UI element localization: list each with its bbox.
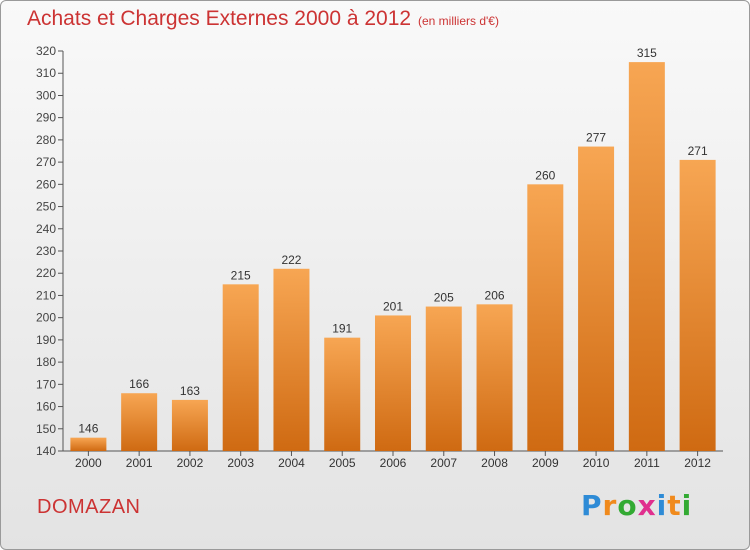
x-tick-label-2003: 2003 <box>227 456 254 470</box>
data-label-2003: 215 <box>231 268 251 282</box>
logo-letter: x <box>637 489 657 522</box>
chart-title: Achats et Charges Externes 2000 à 2012 <box>27 7 412 30</box>
bar-2001 <box>121 393 158 451</box>
logo-letter: P <box>581 489 603 522</box>
logo-letter: i <box>656 489 668 522</box>
y-tick-label: 290 <box>36 111 56 125</box>
bar-2007 <box>425 306 462 451</box>
data-label-2008: 206 <box>485 288 505 302</box>
y-tick-label: 260 <box>36 177 56 191</box>
bar-2010 <box>578 146 615 452</box>
bar-2004 <box>273 268 310 451</box>
data-label-2001: 166 <box>129 377 149 391</box>
y-tick-label: 270 <box>36 155 56 169</box>
y-tick-label: 320 <box>36 44 56 58</box>
data-label-2005: 191 <box>332 322 352 336</box>
y-tick-label: 180 <box>36 355 56 369</box>
x-tick-label-2008: 2008 <box>481 456 508 470</box>
x-axis: 2000 2001 2002 2003 2004 2005 2006 2007 2008 2009… <box>63 450 723 470</box>
logo-letter: o <box>617 489 638 522</box>
commune-name: DOMAZAN <box>37 496 141 518</box>
y-axis: 140 150 160 170 180 190 200 210 220 230 240 250 260 2… <box>36 44 64 458</box>
y-tick-label: 150 <box>36 422 56 436</box>
y-tick-label: 170 <box>36 377 56 391</box>
x-tick-label-2001: 2001 <box>126 456 153 470</box>
bar-2003 <box>222 284 259 451</box>
x-tick-label-2009: 2009 <box>532 456 559 470</box>
x-tick-label-2002: 2002 <box>177 456 204 470</box>
y-tick-label: 160 <box>36 400 56 414</box>
bar-2000 <box>70 437 107 451</box>
x-tick-label-2011: 2011 <box>634 456 660 470</box>
x-tick-label-2004: 2004 <box>278 456 305 470</box>
x-tick-label-2007: 2007 <box>430 456 457 470</box>
bar-chart: 140 150 160 170 180 190 200 210 220 230 240 250 260 2… <box>36 44 723 470</box>
x-tick-label-2005: 2005 <box>329 456 356 470</box>
bar-2005 <box>324 337 361 451</box>
y-tick-label: 140 <box>36 444 56 458</box>
y-tick-label: 300 <box>36 88 56 102</box>
bar-2009 <box>527 184 564 452</box>
logo-letter: r <box>602 489 618 522</box>
y-tick-label: 240 <box>36 222 56 236</box>
data-label-2011: 315 <box>637 46 657 60</box>
bar-2011 <box>628 62 665 451</box>
bar-2002 <box>171 399 208 451</box>
y-tick-label: 220 <box>36 266 56 280</box>
proxiti-logo[interactable]: Proxiti <box>581 489 692 522</box>
data-label-2000: 146 <box>78 422 98 436</box>
data-label-2006: 201 <box>383 299 403 313</box>
data-label-2004: 222 <box>281 253 301 267</box>
data-label-2007: 205 <box>434 291 454 305</box>
y-tick-label: 250 <box>36 200 56 214</box>
y-tick-label: 280 <box>36 133 56 147</box>
data-label-2010: 277 <box>586 131 606 145</box>
y-tick-label: 190 <box>36 333 56 347</box>
data-label-2009: 260 <box>535 168 555 182</box>
x-tick-label-2000: 2000 <box>75 456 102 470</box>
data-label-2002: 163 <box>180 384 200 398</box>
chart-subtitle: (en milliers d'€) <box>418 14 499 28</box>
x-tick-label-2012: 2012 <box>684 456 711 470</box>
logo-letter: t <box>667 489 682 522</box>
x-tick-label-2006: 2006 <box>380 456 407 470</box>
bar-2006 <box>375 315 411 451</box>
bar-2008 <box>476 304 513 451</box>
y-tick-label: 230 <box>36 244 56 258</box>
y-tick-label: 310 <box>36 66 56 80</box>
logo-letter: i <box>681 489 693 522</box>
y-tick-label: 210 <box>36 288 56 302</box>
y-tick-label: 200 <box>36 311 56 325</box>
data-label-2012: 271 <box>688 144 708 158</box>
x-tick-label-2010: 2010 <box>583 456 610 470</box>
data-labels: 146 166 163 215 222 191 201 205 206 260 277 315 271 <box>78 46 708 436</box>
bar-2012 <box>679 159 716 451</box>
bars <box>70 62 716 452</box>
